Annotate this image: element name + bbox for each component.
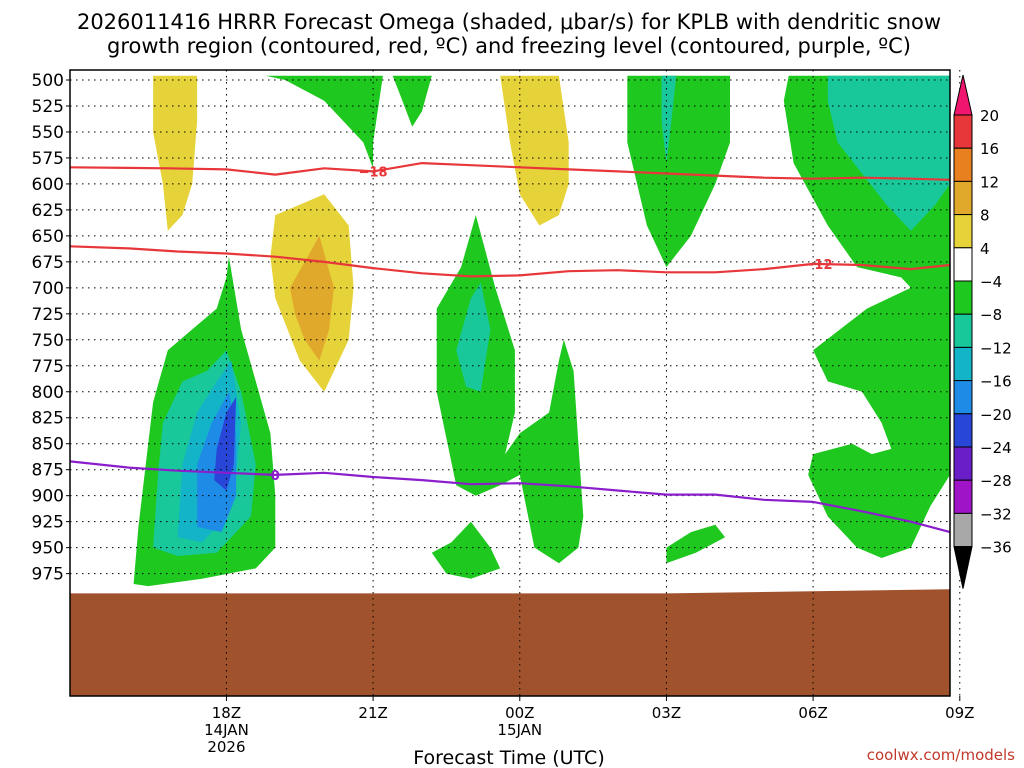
colorbar-segment-2 [953,147,973,182]
x-tick-label-6-1: 15JAN [497,721,542,739]
colorbar-segment-9 [953,380,973,415]
colorbar-label-13: −36 [980,539,1012,557]
omega-region-green-5 [265,75,383,169]
x-tick-label-0-0: 18Z [212,704,241,722]
contour-label-0: −18 [359,165,388,180]
plot-frame [69,69,951,697]
colorbar: 20 16 12 8 4 −4 −8 −12 −16 −20 −24 −28 −32 −36 [953,74,1012,589]
omega-shading-layer [133,75,950,587]
omega-region-orange-18 [290,235,334,361]
contour-line-0 [69,162,951,181]
y-tick-label-900: 900 [32,487,64,507]
colorbar-segment-3 [953,180,973,216]
omega-region-yellow-19 [500,75,569,226]
colorbar-label-7: −12 [980,339,1012,357]
colorbar-segment-6 [953,280,973,315]
chart-title-line2: growth region (contoured, red, ºC) and f… [107,34,911,58]
x-tick-label-6-0: 00Z [505,704,534,722]
omega-region-darkblue-4 [214,397,237,491]
omega-region-green-13 [666,524,726,564]
x-tick-label-3-0: 21Z [358,704,387,722]
colorbar-segment-4 [953,214,973,249]
x-tick-label-15-0: 09Z [945,704,974,722]
y-tick-label-525: 525 [32,97,64,117]
contour-label-2: 0 [271,469,280,484]
y-tick-label-925: 925 [32,513,64,533]
chart-title-line1: 2026011416 HRRR Forecast Omega (shaded, … [77,10,941,34]
omega-region-green-10 [431,521,501,579]
colorbar-label-10: −24 [980,439,1012,457]
omega-region-green-11 [627,75,730,268]
y-tick-label-725: 725 [32,305,64,325]
credit-text[interactable]: coolwx.com/models [867,746,1015,764]
y-tick-label-800: 800 [32,383,64,403]
colorbar-label-4: 4 [980,240,990,258]
y-tick-label-700: 700 [32,279,64,299]
colorbar-segment-1 [953,114,973,149]
colorbar-segment-13 [953,512,973,548]
colorbar-segment-8 [953,346,973,382]
colorbar-label-2: 12 [980,173,999,191]
x-axis-title: Forecast Time (UTC) [413,747,604,768]
x-tick-label-9-0: 03Z [652,704,681,722]
y-tick-label-775: 775 [32,357,64,377]
y-tick-label-950: 950 [32,539,64,559]
colorbar-segment-11 [953,446,973,481]
y-tick-label-575: 575 [32,149,64,169]
omega-region-teal-8 [456,282,491,392]
omega-region-teal-12 [661,75,677,164]
contour-line-1 [69,245,951,278]
colorbar-label-0: 20 [980,107,999,125]
y-tick-label-850: 850 [32,435,64,455]
terrain-strip [70,589,950,696]
y-tick-label-600: 600 [32,175,64,195]
omega-shading-group [133,75,950,587]
colorbar-label-11: −28 [980,472,1012,490]
colorbar-label-3: 8 [980,207,990,225]
contour-line-2 [69,460,951,534]
colorbar-label-6: −8 [980,306,1002,324]
colorbar-segment-5 [953,247,973,282]
omega-region-teal-15 [827,75,950,231]
colorbar-label-12: −32 [980,505,1012,523]
y-tick-label-550: 550 [32,123,64,143]
colorbar-segment-10 [953,413,973,448]
y-tick-label-675: 675 [32,253,64,273]
colorbar-segment-12 [953,479,973,514]
y-tick-label-875: 875 [32,461,64,481]
y-tick-label-650: 650 [32,227,64,247]
contour-label-1: −12 [804,258,833,273]
colorbar-label-9: −20 [980,406,1012,424]
y-tick-label-750: 750 [32,331,64,351]
y-tick-label-825: 825 [32,409,64,429]
omega-region-yellow-16 [153,75,198,231]
x-tick-label-0-2: 2026 [207,738,245,756]
x-tick-label-0-1: 14JAN [204,721,249,739]
y-tick-label-975: 975 [32,565,64,585]
colorbar-top-arrow [953,74,973,116]
colorbar-label-5: −4 [980,273,1002,291]
colorbar-segment-7 [953,313,973,348]
omega-region-green-9 [475,339,584,564]
y-tick-label-500: 500 [32,71,64,91]
colorbar-bottom-arrow [953,546,973,589]
colorbar-label-8: −16 [980,373,1012,391]
contour-layer: −18 −12 0 [69,162,951,534]
x-tick-label-12-0: 06Z [798,704,827,722]
colorbar-label-1: 16 [980,140,999,158]
terrain-layer [70,589,950,696]
y-axis: 500 525 550 575 600 625 650 675 700 725 750 775 800 8… [32,71,70,585]
omega-region-green-6 [392,75,432,127]
y-tick-label-625: 625 [32,201,64,221]
